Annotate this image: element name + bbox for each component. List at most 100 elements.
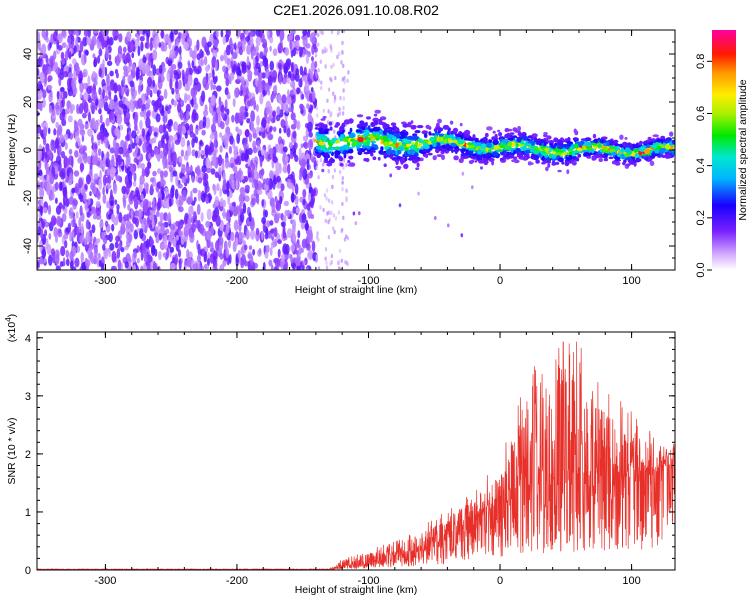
spectrogram-cell xyxy=(74,182,80,194)
spectrogram-cell xyxy=(419,157,424,162)
spectrogram-cell xyxy=(286,228,293,239)
spectrogram-cell xyxy=(668,141,673,146)
spectrogram-cell xyxy=(535,138,542,144)
spectrogram-cell xyxy=(174,72,180,80)
spectrogram-cell xyxy=(287,163,291,175)
spectrogram-cell xyxy=(402,123,409,128)
spectrogram-cell xyxy=(527,135,533,139)
spectrogram-cell xyxy=(167,139,172,152)
spectrogram-cell xyxy=(268,148,274,155)
spectrogram-cell xyxy=(551,145,556,149)
spectrogram-cell xyxy=(170,262,176,270)
spectrogram-cell xyxy=(446,130,450,136)
spectrogram-cell xyxy=(72,216,76,227)
spectrogram-cell xyxy=(445,143,450,149)
spectrogram-cell xyxy=(38,158,42,170)
spectrogram-cell xyxy=(509,132,515,136)
spectrogram-cell xyxy=(463,129,471,136)
spectrogram-cell xyxy=(345,234,348,239)
spectrogram-cell xyxy=(79,92,83,99)
spectrogram-cell xyxy=(486,152,493,157)
spectrogram-cell xyxy=(412,154,417,160)
spectrogram-cell xyxy=(310,104,314,111)
spectrogram-cell xyxy=(269,220,274,226)
spectrogram-cell xyxy=(293,118,298,126)
spectrogram-cell xyxy=(143,256,149,263)
spectrogram-cell xyxy=(239,212,245,223)
spectrogram-cell xyxy=(378,121,385,125)
spectrogram-cell xyxy=(196,165,201,177)
spectrogram-cell xyxy=(91,35,97,47)
spectrogram-cell xyxy=(68,30,74,36)
spectrogram-cell xyxy=(249,36,254,47)
spectrogram-cell xyxy=(138,58,144,71)
spectrogram-cell xyxy=(55,265,61,270)
spectrogram-cell xyxy=(375,134,379,139)
spectrogram-cell xyxy=(94,119,99,132)
spectrogram-cell xyxy=(321,30,324,36)
spectrogram-cell xyxy=(106,73,110,86)
spectrogram-cell xyxy=(276,183,281,189)
spectrogram-cell xyxy=(232,165,238,172)
spectrogram-cell xyxy=(150,237,154,247)
spectrogram-cell xyxy=(266,30,270,39)
spectrogram-cell xyxy=(212,115,217,126)
spectrogram-cell xyxy=(168,165,173,173)
spectrogram-cell xyxy=(200,150,205,156)
spectrogram-cell xyxy=(60,151,66,159)
spectrogram-cell xyxy=(386,126,393,130)
spectrogram-cell xyxy=(135,135,140,144)
spectrogram-cell xyxy=(209,247,215,253)
spectrogram-cell xyxy=(282,215,287,223)
spectrogram-cell xyxy=(220,104,225,114)
spectrogram-cell xyxy=(251,197,256,206)
spectrogram-cell xyxy=(317,78,321,83)
spectrogram-cell xyxy=(109,99,115,111)
spectrogram-cell xyxy=(37,261,40,268)
spectrogram-cell xyxy=(64,240,68,249)
spectrogram-cell xyxy=(44,158,47,170)
spectrogram-cell xyxy=(363,141,370,147)
spectrogram-cell xyxy=(44,229,48,237)
spectrogram-cell xyxy=(294,242,300,249)
spectrogram-cell xyxy=(429,144,433,150)
spectrogram-cell xyxy=(590,142,597,146)
spectrogram-cell xyxy=(40,229,44,240)
spectrogram-cell xyxy=(633,144,640,149)
spectrogram-cell xyxy=(449,148,453,151)
spectrogram-cell xyxy=(108,90,112,97)
spectrogram-cell xyxy=(101,37,105,50)
spectrogram-cell xyxy=(307,112,312,124)
spectrogram-cell xyxy=(123,142,127,155)
spectrogram-cell xyxy=(636,154,640,158)
spectrogram-cell xyxy=(551,160,556,166)
spectrogram-cell xyxy=(291,262,297,270)
spectrogram-cell xyxy=(533,149,540,155)
spectrogram-cell xyxy=(133,172,137,182)
spectrogram-cell xyxy=(37,150,42,161)
spectrogram-cell xyxy=(48,104,53,114)
spectrogram-cell xyxy=(117,259,122,270)
spectrogram-cell xyxy=(599,138,605,144)
spectrogram-cell xyxy=(346,261,349,267)
spectrogram-cell xyxy=(302,188,307,198)
spectrogram-cell xyxy=(39,56,43,68)
spectrogram-cell xyxy=(434,132,441,136)
spectrogram-cell xyxy=(313,99,317,109)
spectrogram-cell xyxy=(69,230,73,242)
spectrogram-cell xyxy=(220,54,224,62)
snr-panel: -300 -200 -100 0 100 0 1 2 3 4 Height of straight… xyxy=(4,314,676,596)
spectrogram-cell xyxy=(252,132,258,139)
spectrogram-cell xyxy=(469,145,475,148)
spectrogram-cell xyxy=(256,139,261,147)
spectrogram-cell xyxy=(316,231,319,236)
spectrogram-cell xyxy=(92,213,97,220)
spectrogram-cell xyxy=(480,154,488,158)
spectrogram-cell xyxy=(194,150,198,159)
spectrogram-cell xyxy=(40,204,43,216)
spectrogram-cell xyxy=(316,113,319,118)
spectrogram-cell xyxy=(111,154,115,166)
spectrogram-cell xyxy=(143,217,147,225)
spectrogram-cell xyxy=(619,150,627,153)
spectrogram-cell xyxy=(140,41,144,52)
